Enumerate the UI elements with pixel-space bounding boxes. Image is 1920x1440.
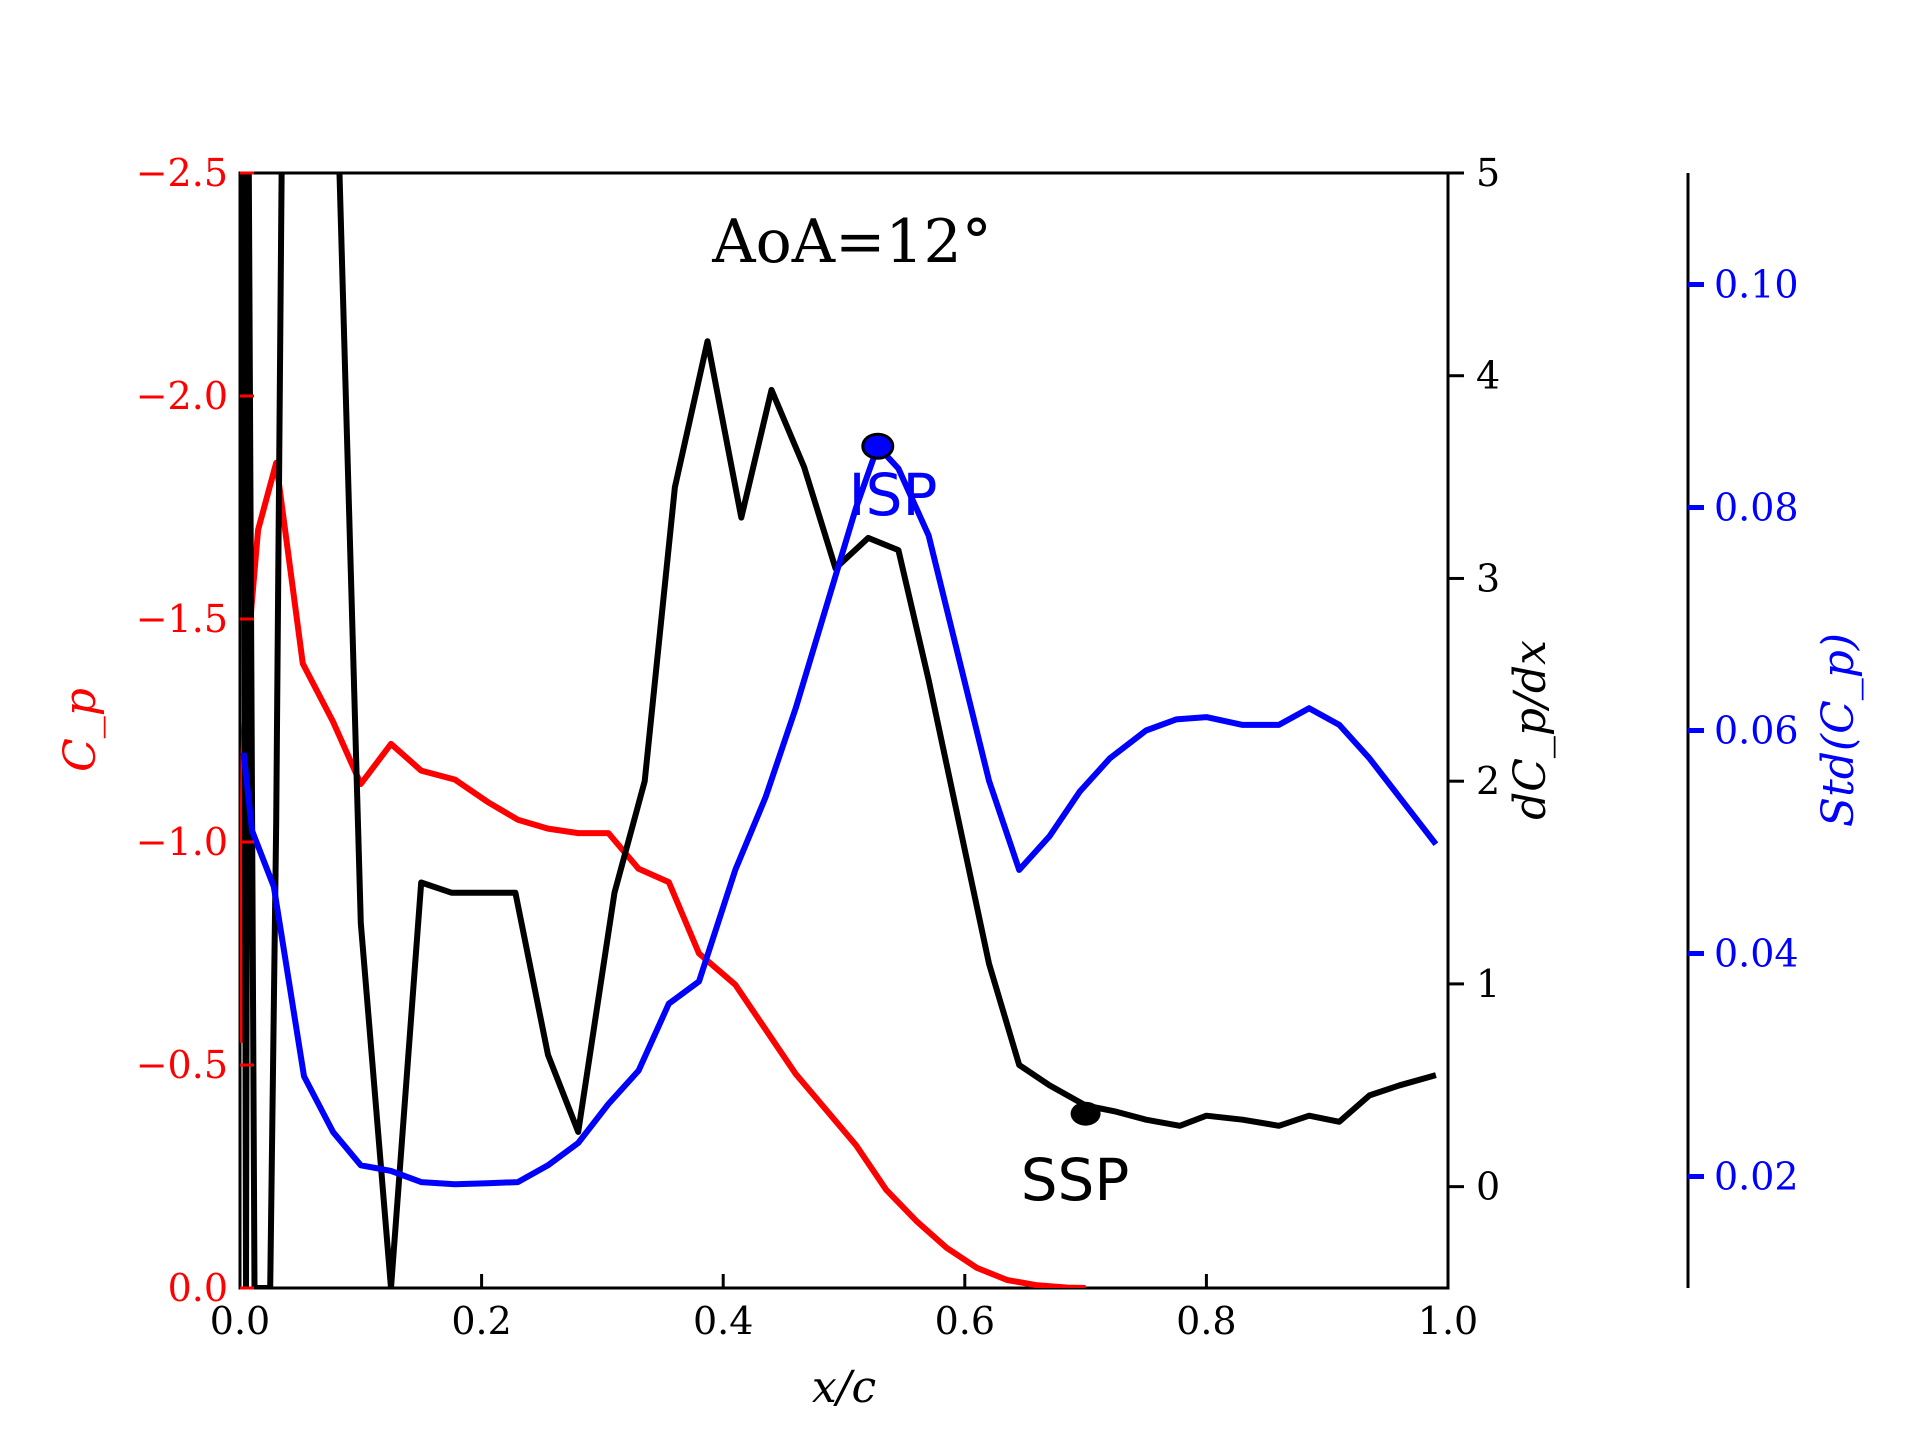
cp-tick-label: −1.5: [136, 597, 228, 641]
series-line-dcp-dx: [240, 173, 1437, 1288]
isp-label: ISP: [849, 461, 938, 529]
isp-marker: [861, 432, 895, 460]
dcp-tick-label: 3: [1476, 556, 1500, 600]
x-tick-label: 0.6: [935, 1299, 995, 1343]
chart-title: AoA=12°: [711, 207, 991, 277]
std-tick-label: 0.04: [1714, 932, 1799, 976]
cp-axis-label: C_p: [55, 688, 106, 772]
x-axis-label: x/c: [812, 1362, 876, 1413]
x-tick-label: 1.0: [1418, 1299, 1478, 1343]
cp-tick-label: −2.5: [136, 151, 228, 195]
series-line-std-cp: [240, 443, 1439, 1188]
dcp-tick-label: 2: [1476, 759, 1500, 803]
ssp-marker: [1070, 1101, 1101, 1126]
cp-tick-label: 0.0: [168, 1266, 228, 1310]
ssp-label: SSP: [1021, 1146, 1130, 1214]
std-tick-label: 0.06: [1714, 709, 1799, 753]
cp-tick-label: −1.0: [136, 820, 228, 864]
std-tick-label: 0.02: [1714, 1155, 1799, 1199]
x-tick-label: 0.2: [451, 1299, 511, 1343]
dcp-dx-axis-label: dC_p/dx: [1505, 640, 1556, 820]
x-axis: 0.0 0.2 0.4 0.6 0.8 1.0: [210, 1274, 1478, 1343]
x-tick-label: 0.0: [210, 1299, 270, 1343]
std-cp-axis: 0.02 0.04 0.06 0.08 0.10: [1688, 263, 1799, 1199]
dcp-tick-label: 0: [1476, 1165, 1500, 1209]
dcp-tick-label: 4: [1476, 354, 1500, 398]
cp-tick-label: −2.0: [136, 374, 228, 418]
cp-tick-label: −0.5: [136, 1043, 228, 1087]
cp-axis: 0.0 −0.5 −1.0 −1.5 −2.0 −2.5: [136, 151, 254, 1310]
dcp-tick-label: 1: [1476, 962, 1500, 1006]
std-tick-label: 0.08: [1714, 486, 1799, 530]
x-tick-label: 0.8: [1176, 1299, 1236, 1343]
plot-frame: [238, 171, 1450, 1290]
dcp-tick-label: 5: [1476, 151, 1500, 195]
x-tick-label: 0.4: [693, 1299, 753, 1343]
dcp-dx-axis: 0 1 2 3 4 5: [1448, 151, 1500, 1209]
std-tick-label: 0.10: [1714, 263, 1799, 307]
std-cp-axis-label: Std(C_p): [1813, 633, 1864, 827]
